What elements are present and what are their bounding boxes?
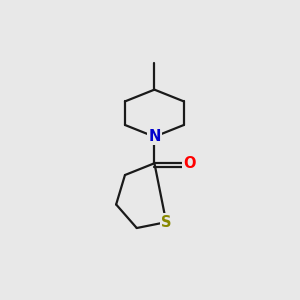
Text: N: N (148, 129, 160, 144)
Text: O: O (184, 156, 196, 171)
Text: S: S (161, 214, 171, 230)
